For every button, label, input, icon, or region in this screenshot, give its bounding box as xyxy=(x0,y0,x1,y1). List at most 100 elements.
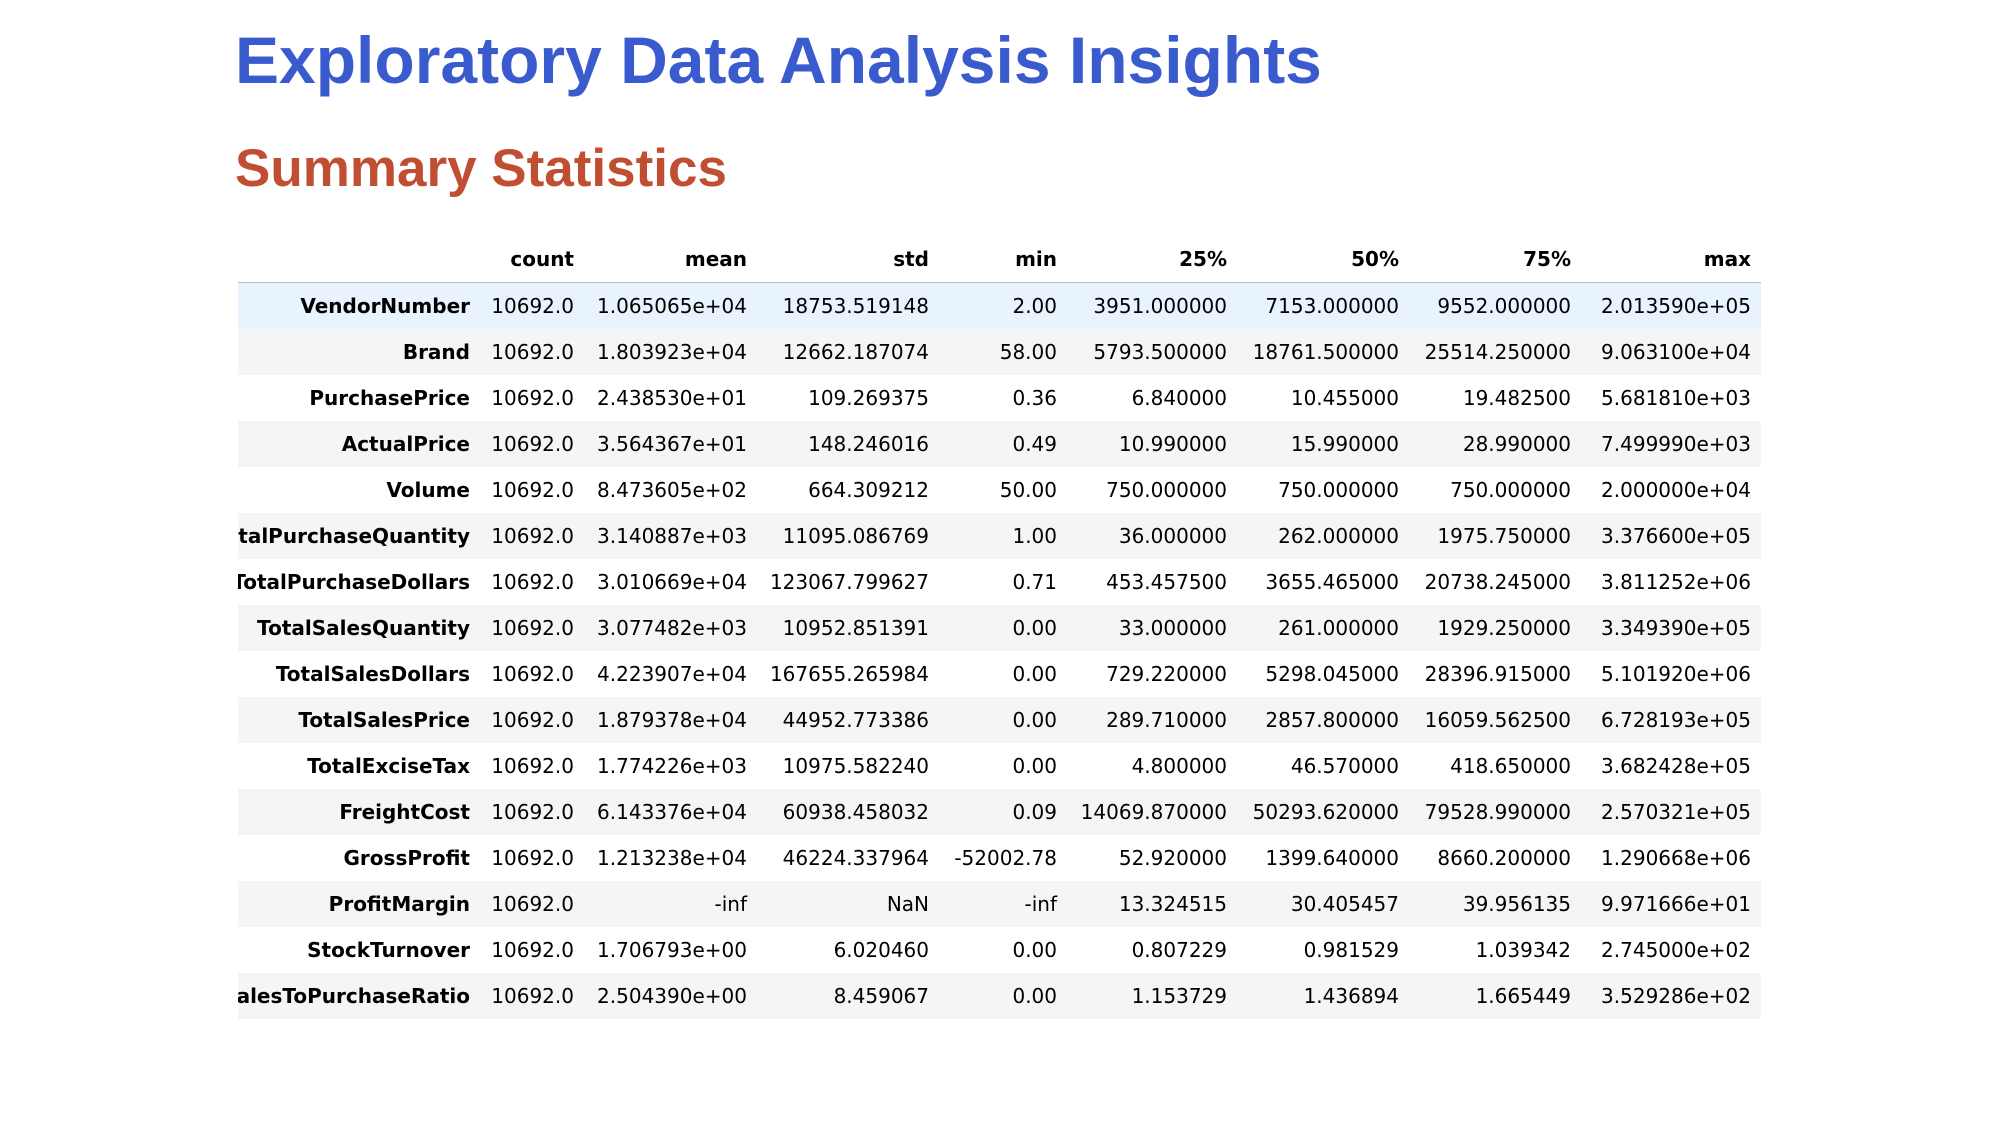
table-cell: 418.650000 xyxy=(1450,754,1571,778)
table-cell: 79528.990000 xyxy=(1424,800,1571,824)
table-cell: 4.223907e+04 xyxy=(597,662,747,686)
table-row: TotalSalesPrice 10692.0 1.879378e+04 44952.… xyxy=(238,697,1761,743)
table-cell: 4.800000 xyxy=(1131,754,1227,778)
table-cell: 10.455000 xyxy=(1290,386,1399,410)
table-cell: -inf xyxy=(1024,892,1058,916)
row-label-text: PurchasePrice xyxy=(309,386,470,410)
table-cell: 50293.620000 xyxy=(1252,800,1399,824)
table-cell: 2.013590e+05 xyxy=(1601,294,1751,318)
table-cell: -52002.78 xyxy=(954,846,1057,870)
table-cell: 0.71 xyxy=(1012,570,1057,594)
table-row: TotalPurchaseDollars 10692.0 3.010669e+04 1… xyxy=(238,559,1761,605)
table-cell: 3.682428e+05 xyxy=(1601,754,1751,778)
table-cell: 3.564367e+01 xyxy=(597,432,747,456)
table-cell: 36.000000 xyxy=(1118,524,1227,548)
row-label: TotalPurchaseQuantity xyxy=(238,513,480,559)
table-cell: 10692.0 xyxy=(491,570,574,594)
table-cell: 0.981529 xyxy=(1303,938,1399,962)
table-cell: 167655.265984 xyxy=(769,662,929,686)
table-cell: 9552.000000 xyxy=(1437,294,1571,318)
table-cell: 0.49 xyxy=(1012,432,1057,456)
table-cell: 2857.800000 xyxy=(1265,708,1399,732)
table-cell: 2.000000e+04 xyxy=(1601,478,1751,502)
table-cell: 10692.0 xyxy=(491,662,574,686)
table-cell: 0.807229 xyxy=(1131,938,1227,962)
table-cell: 262.000000 xyxy=(1278,524,1399,548)
row-label-text: ProfitMargin xyxy=(328,892,470,916)
table-cell: 1.436894 xyxy=(1303,984,1399,1008)
row-label-text: Brand xyxy=(402,340,470,364)
table-cell: 750.000000 xyxy=(1106,478,1227,502)
column-header: mean xyxy=(584,236,757,283)
table-cell: 2.00 xyxy=(1012,294,1057,318)
table-row: FreightCost 10692.0 6.143376e+04 60938.4580… xyxy=(238,789,1761,835)
table-cell: 3.010669e+04 xyxy=(597,570,747,594)
table-body: VendorNumber 10692.0 1.065065e+04 18753.519… xyxy=(238,282,1761,1019)
table-cell: 5.681810e+03 xyxy=(1601,386,1751,410)
column-header: max xyxy=(1581,236,1761,283)
header-row: count mean std min 25% 50% 75% max xyxy=(238,236,1761,283)
table-cell: 1.153729 xyxy=(1131,984,1227,1008)
row-label-text: TotalPurchaseQuantity xyxy=(238,524,470,548)
table-row: TotalExciseTax 10692.0 1.774226e+03 10975.5… xyxy=(238,743,1761,789)
table-cell: 3.077482e+03 xyxy=(597,616,747,640)
table-cell: 16059.562500 xyxy=(1424,708,1571,732)
table-row: Volume 10692.0 8.473605e+02 664.309212 50.00… xyxy=(238,467,1761,513)
column-header: min xyxy=(939,236,1067,283)
table-cell: 10692.0 xyxy=(491,524,574,548)
table-cell: 1.706793e+00 xyxy=(597,938,747,962)
row-label: TotalExciseTax xyxy=(238,743,480,789)
row-label: TotalPurchaseDollars xyxy=(238,559,480,605)
row-label: TotalSalesDollars xyxy=(238,651,480,697)
table-cell: 0.00 xyxy=(1012,662,1057,686)
row-label: VendorNumber xyxy=(238,283,480,330)
table-cell: 2.570321e+05 xyxy=(1601,800,1751,824)
column-header: 75% xyxy=(1409,236,1581,283)
table-row: TotalSalesQuantity 10692.0 3.077482e+03 109… xyxy=(238,605,1761,651)
table-cell: 664.309212 xyxy=(808,478,929,502)
table-cell: 11095.086769 xyxy=(782,524,929,548)
table-cell: 0.00 xyxy=(1012,754,1057,778)
table-cell: 1929.250000 xyxy=(1437,616,1571,640)
table-cell: 109.269375 xyxy=(808,386,929,410)
table-cell: 10692.0 xyxy=(491,616,574,640)
table-cell: 46.570000 xyxy=(1290,754,1399,778)
table-cell: 58.00 xyxy=(999,340,1057,364)
table-header: count mean std min 25% 50% 75% max xyxy=(238,236,1761,283)
table-cell: 1.803923e+04 xyxy=(597,340,747,364)
table-cell: 3.376600e+05 xyxy=(1601,524,1751,548)
table-cell: 10692.0 xyxy=(491,294,574,318)
table-cell: 9.063100e+04 xyxy=(1601,340,1751,364)
table-cell: 7153.000000 xyxy=(1265,294,1399,318)
row-label-text: GrossProfit xyxy=(343,846,470,870)
row-label-text: SalesToPurchaseRatio xyxy=(238,984,470,1008)
table-cell: 52.920000 xyxy=(1118,846,1227,870)
row-label-text: TotalSalesPrice xyxy=(298,708,470,732)
table-cell: 33.000000 xyxy=(1118,616,1227,640)
table-cell: 2.438530e+01 xyxy=(597,386,747,410)
table-cell: 5793.500000 xyxy=(1093,340,1227,364)
table-cell: 10952.851391 xyxy=(782,616,929,640)
row-label: TotalSalesPrice xyxy=(238,697,480,743)
table-cell: 10.990000 xyxy=(1118,432,1227,456)
table-cell: 5298.045000 xyxy=(1265,662,1399,686)
column-header: count xyxy=(480,236,584,283)
row-label: GrossProfit xyxy=(238,835,480,881)
table-cell: 6.840000 xyxy=(1131,386,1227,410)
table-cell: 0.00 xyxy=(1012,938,1057,962)
row-label-text: VendorNumber xyxy=(300,294,470,318)
table-cell: 1.00 xyxy=(1012,524,1057,548)
table-cell: 0.36 xyxy=(1012,386,1057,410)
table-cell: 15.990000 xyxy=(1290,432,1399,456)
row-label-text: TotalPurchaseDollars xyxy=(238,570,470,594)
table-cell: 10692.0 xyxy=(491,432,574,456)
table-cell: 1975.750000 xyxy=(1437,524,1571,548)
table-cell: 7.499990e+03 xyxy=(1601,432,1751,456)
table-cell: 10692.0 xyxy=(491,708,574,732)
row-label: FreightCost xyxy=(238,789,480,835)
row-label: StockTurnover xyxy=(238,927,480,973)
table-cell: -inf xyxy=(714,892,748,916)
table-cell: 3.529286e+02 xyxy=(1601,984,1751,1008)
table-row: Brand 10692.0 1.803923e+04 12662.187074 58.0… xyxy=(238,329,1761,375)
table-cell: 39.956135 xyxy=(1462,892,1571,916)
